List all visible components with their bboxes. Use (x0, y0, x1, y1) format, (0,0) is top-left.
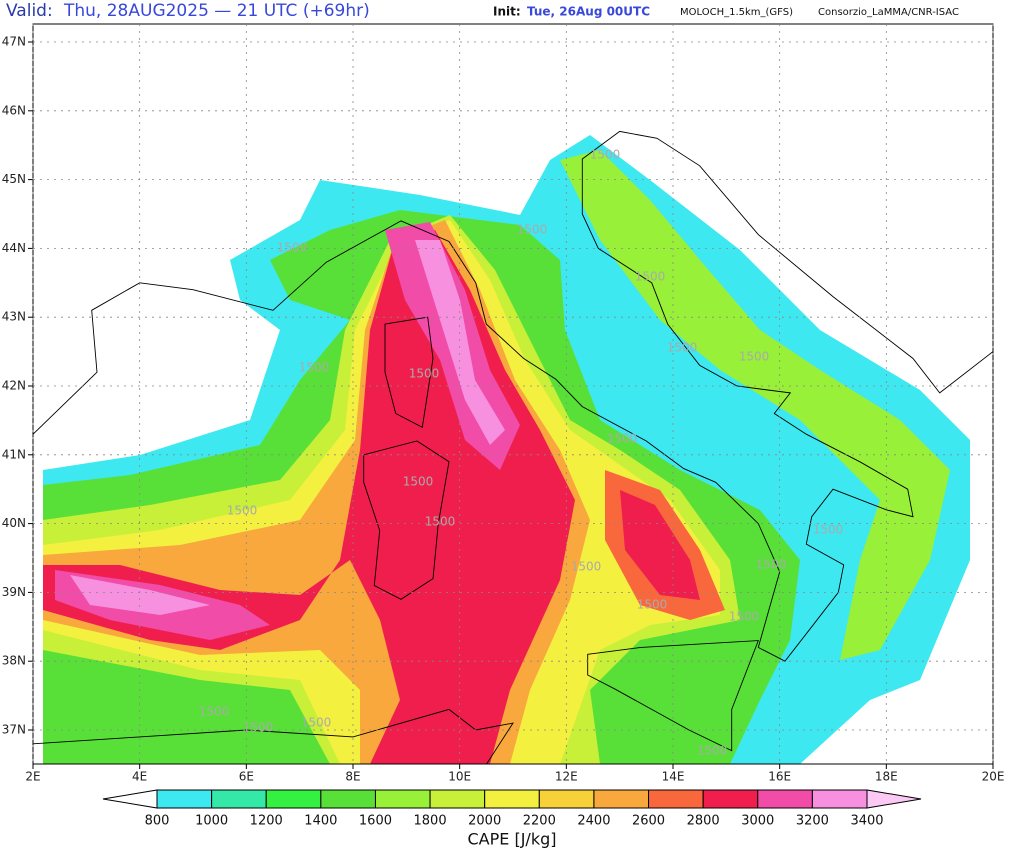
lon-label: 16E (768, 770, 791, 784)
contour-label: 1500 (813, 523, 844, 537)
coastline (587, 640, 759, 752)
cape-area (560, 150, 950, 660)
lat-label: 44N (2, 241, 26, 255)
colorbar-box (156, 789, 213, 809)
contour-label: 1500 (571, 560, 602, 574)
colorbar-level: 3000 (741, 814, 774, 829)
colorbar-box (757, 789, 813, 809)
lon-label: 12E (555, 770, 578, 784)
colorbar-level: 1600 (359, 814, 392, 829)
colorbar-level: 1200 (250, 814, 283, 829)
lon-label: 6E (239, 770, 254, 784)
colorbar-box (374, 789, 431, 809)
lon-label: 20E (982, 770, 1005, 784)
colorbar-level: 2000 (468, 814, 501, 829)
contour-label: 1500 (517, 223, 548, 237)
valid-time: Thu, 28AUG2025 — 21 UTC (+69hr) (63, 1, 370, 21)
colorbar-over (866, 789, 922, 809)
lat-label: 47N (2, 35, 26, 49)
colorbar-under (102, 789, 158, 809)
colorbar-level: 2200 (523, 814, 556, 829)
colorbar-level: 1000 (195, 814, 228, 829)
lat-label: 40N (2, 516, 26, 530)
map-frame (32, 23, 994, 765)
lat-label: 43N (2, 310, 26, 324)
contour-label: 1500 (227, 504, 258, 518)
lat-label: 42N (2, 379, 26, 393)
colorbar-box (484, 789, 540, 809)
colorbar-title: CAPE [J/kg] (468, 830, 557, 849)
lat-label: 39N (2, 585, 26, 599)
lon-label: 8E (345, 770, 360, 784)
contour-label: 1500 (635, 270, 666, 284)
colorbar-level: 2800 (687, 814, 720, 829)
cape-area (70, 575, 210, 615)
init-label: Init: (493, 5, 521, 19)
contour-label: 1500 (299, 361, 330, 375)
colorbar-level: 2400 (577, 814, 610, 829)
model-name: MOLOCH_1.5km_(GFS) (680, 7, 793, 18)
colorbar-box (265, 789, 322, 809)
colorbar-level: 1800 (414, 814, 447, 829)
cape-area (415, 240, 505, 445)
colorbar-level: 800 (145, 814, 170, 829)
lon-label: 2E (25, 770, 40, 784)
colorbar-box (538, 789, 595, 809)
contour-label: 1500 (277, 241, 308, 255)
lon-label: 4E (132, 770, 147, 784)
coastline (33, 24, 993, 662)
contour-label: 1500 (697, 744, 728, 758)
contour-label: 1500 (425, 515, 456, 529)
contour-label: 1500 (756, 558, 787, 572)
coastline (33, 708, 514, 764)
colorbar-box (211, 789, 267, 809)
contour-label: 1500 (409, 367, 440, 381)
contour-label: 1500 (607, 432, 638, 446)
contour-label: 1500 (667, 341, 698, 355)
colorbar-box (429, 789, 486, 809)
coastline (384, 316, 434, 428)
contour-label: 1500 (637, 598, 668, 612)
colorbar-level: 2600 (632, 814, 665, 829)
colorbar-level: 1400 (304, 814, 337, 829)
colorbar-box (320, 789, 376, 809)
lat-label: 41N (2, 447, 26, 461)
lat-label: 46N (2, 103, 26, 117)
colorbar-box (593, 789, 650, 809)
contour-label: 1500 (403, 475, 434, 489)
contour-label: 1500 (243, 721, 274, 735)
lon-label: 18E (875, 770, 898, 784)
credit: Consorzio_LaMMA/CNR-ISAC (818, 7, 959, 18)
colorbar-box (811, 789, 868, 809)
contour-label: 1500 (199, 705, 230, 719)
coastline (363, 440, 450, 600)
init-time: Tue, 26Aug 00UTC (527, 5, 650, 19)
lon-label: 14E (662, 770, 685, 784)
lat-label: 38N (2, 654, 26, 668)
colorbar-level: 3400 (850, 814, 883, 829)
valid-label: Valid: (6, 1, 53, 21)
contour-label: 1500 (301, 716, 332, 730)
lat-label: 37N (2, 723, 26, 737)
contour-label: 1500 (739, 350, 770, 364)
lon-label: 10E (448, 770, 471, 784)
contour-label: 1500 (729, 610, 760, 624)
colorbar-box (648, 789, 704, 809)
colorbar-box (702, 789, 759, 809)
colorbar-level: 3200 (796, 814, 829, 829)
lat-label: 45N (2, 172, 26, 186)
cape-field (33, 24, 993, 764)
contour-label: 1500 (590, 148, 621, 162)
cape-area (620, 490, 700, 600)
